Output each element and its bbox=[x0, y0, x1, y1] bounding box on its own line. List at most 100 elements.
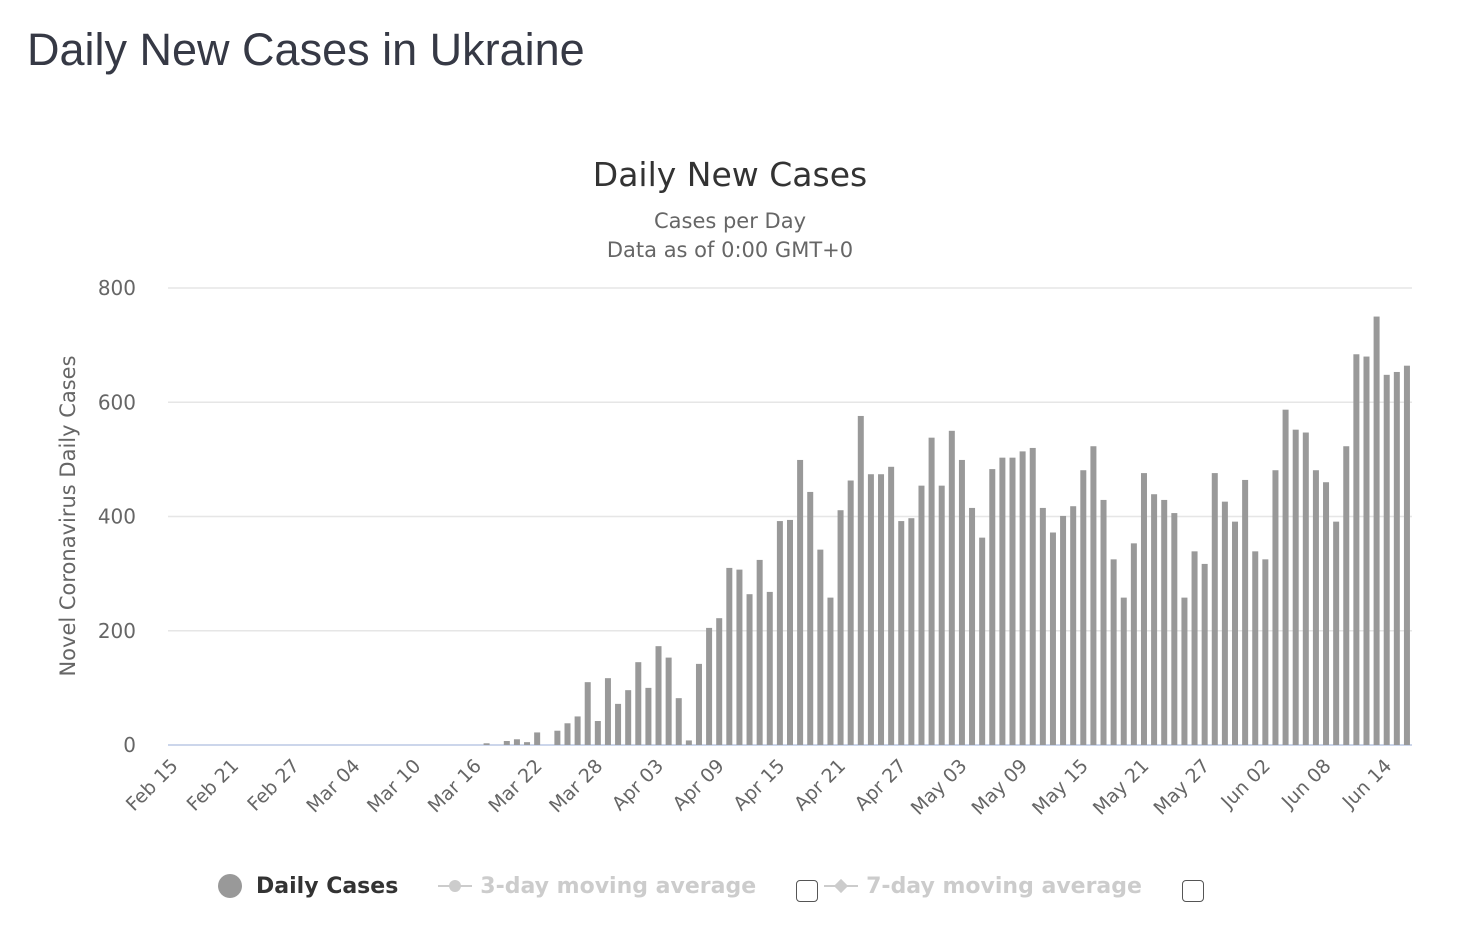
bar[interactable] bbox=[928, 437, 935, 745]
bar[interactable] bbox=[1080, 470, 1087, 745]
bar[interactable] bbox=[938, 485, 945, 745]
legend-item-daily-cases[interactable]: Daily Cases bbox=[218, 874, 398, 899]
bar[interactable] bbox=[756, 559, 763, 745]
bar[interactable] bbox=[524, 742, 531, 745]
bar[interactable] bbox=[999, 457, 1006, 745]
bar[interactable] bbox=[1039, 507, 1046, 745]
bar[interactable] bbox=[1373, 316, 1380, 745]
bar[interactable] bbox=[1232, 521, 1239, 745]
3day-average-checkbox[interactable] bbox=[796, 880, 819, 902]
bar[interactable] bbox=[898, 521, 905, 745]
bar[interactable] bbox=[746, 594, 753, 745]
bar[interactable] bbox=[776, 521, 783, 745]
bar[interactable] bbox=[554, 730, 561, 745]
bar[interactable] bbox=[665, 657, 672, 745]
bar[interactable] bbox=[847, 480, 854, 745]
bar[interactable] bbox=[817, 549, 824, 745]
legend-item-7day-average[interactable]: 7-day moving average bbox=[824, 874, 1142, 899]
bar[interactable] bbox=[1009, 457, 1016, 745]
bar[interactable] bbox=[1302, 432, 1309, 745]
bar[interactable] bbox=[1120, 597, 1127, 745]
bar[interactable] bbox=[958, 459, 965, 745]
bar[interactable] bbox=[615, 703, 622, 745]
bar[interactable] bbox=[1151, 494, 1158, 745]
bar[interactable] bbox=[837, 510, 844, 745]
bar[interactable] bbox=[787, 519, 793, 745]
bar[interactable] bbox=[1353, 354, 1360, 745]
bar[interactable] bbox=[1393, 371, 1400, 745]
x-tick-label: Mar 28 bbox=[545, 755, 607, 817]
bar[interactable] bbox=[969, 507, 976, 745]
bar[interactable] bbox=[1272, 470, 1279, 745]
bar[interactable] bbox=[483, 743, 490, 745]
bar[interactable] bbox=[979, 537, 986, 745]
legend-item-3day-average[interactable]: 3-day moving average bbox=[438, 874, 756, 899]
bar[interactable] bbox=[1181, 597, 1188, 745]
bar[interactable] bbox=[827, 597, 834, 745]
bar[interactable] bbox=[1140, 473, 1147, 745]
bar[interactable] bbox=[1292, 429, 1299, 745]
bar[interactable] bbox=[867, 474, 874, 745]
bar[interactable] bbox=[635, 662, 642, 745]
bar[interactable] bbox=[655, 646, 662, 745]
bar[interactable] bbox=[1282, 409, 1289, 745]
bar[interactable] bbox=[1403, 365, 1410, 745]
bar[interactable] bbox=[1171, 513, 1178, 745]
bar[interactable] bbox=[1100, 499, 1107, 745]
bar[interactable] bbox=[604, 678, 611, 745]
bar[interactable] bbox=[1262, 559, 1269, 745]
bar[interactable] bbox=[736, 569, 743, 745]
bar[interactable] bbox=[888, 466, 895, 745]
bar[interactable] bbox=[695, 663, 702, 745]
bar[interactable] bbox=[625, 690, 632, 745]
bar[interactable] bbox=[584, 682, 591, 745]
bar[interactable] bbox=[1191, 551, 1198, 745]
bar[interactable] bbox=[857, 415, 864, 745]
bar[interactable] bbox=[1060, 515, 1067, 745]
bar[interactable] bbox=[1130, 543, 1137, 745]
bar[interactable] bbox=[726, 567, 733, 745]
bar[interactable] bbox=[908, 518, 915, 745]
bar[interactable] bbox=[645, 687, 652, 745]
bar[interactable] bbox=[1090, 446, 1097, 745]
bar[interactable] bbox=[706, 627, 713, 745]
x-tick-label: Mar 10 bbox=[363, 755, 425, 817]
bar[interactable] bbox=[1211, 473, 1218, 745]
bar[interactable] bbox=[1383, 374, 1390, 745]
bar[interactable] bbox=[948, 430, 955, 745]
bar[interactable] bbox=[594, 721, 601, 745]
bar[interactable] bbox=[918, 485, 925, 745]
bar[interactable] bbox=[716, 618, 723, 745]
bar[interactable] bbox=[503, 741, 510, 745]
bar[interactable] bbox=[1333, 521, 1340, 745]
7day-average-checkbox[interactable] bbox=[1181, 880, 1204, 902]
bar[interactable] bbox=[564, 723, 571, 745]
x-tick-label: Mar 16 bbox=[424, 755, 486, 817]
chart-subtitle-1: Cases per Day bbox=[654, 209, 806, 233]
bar[interactable] bbox=[1323, 482, 1330, 745]
bar[interactable] bbox=[1110, 559, 1117, 745]
bar[interactable] bbox=[1019, 451, 1026, 745]
bar[interactable] bbox=[989, 469, 996, 745]
bar[interactable] bbox=[1049, 532, 1056, 745]
bar[interactable] bbox=[1161, 499, 1168, 745]
bar[interactable] bbox=[534, 732, 541, 745]
bar[interactable] bbox=[1363, 356, 1370, 745]
bar[interactable] bbox=[1029, 447, 1036, 745]
bar[interactable] bbox=[513, 739, 520, 745]
bar[interactable] bbox=[766, 591, 773, 745]
bar[interactable] bbox=[807, 491, 814, 745]
bar[interactable] bbox=[1221, 501, 1228, 745]
bar[interactable] bbox=[1070, 506, 1077, 745]
bar[interactable] bbox=[685, 740, 692, 745]
bar[interactable] bbox=[797, 459, 804, 745]
bar[interactable] bbox=[675, 698, 682, 745]
bar[interactable] bbox=[1312, 470, 1319, 745]
bar[interactable] bbox=[1252, 551, 1259, 745]
bar[interactable] bbox=[878, 474, 885, 745]
bar[interactable] bbox=[1201, 563, 1208, 745]
bar[interactable] bbox=[1242, 479, 1249, 745]
bar[interactable] bbox=[574, 716, 581, 745]
x-tick-label: Mar 04 bbox=[302, 755, 364, 817]
bar[interactable] bbox=[1343, 446, 1350, 745]
